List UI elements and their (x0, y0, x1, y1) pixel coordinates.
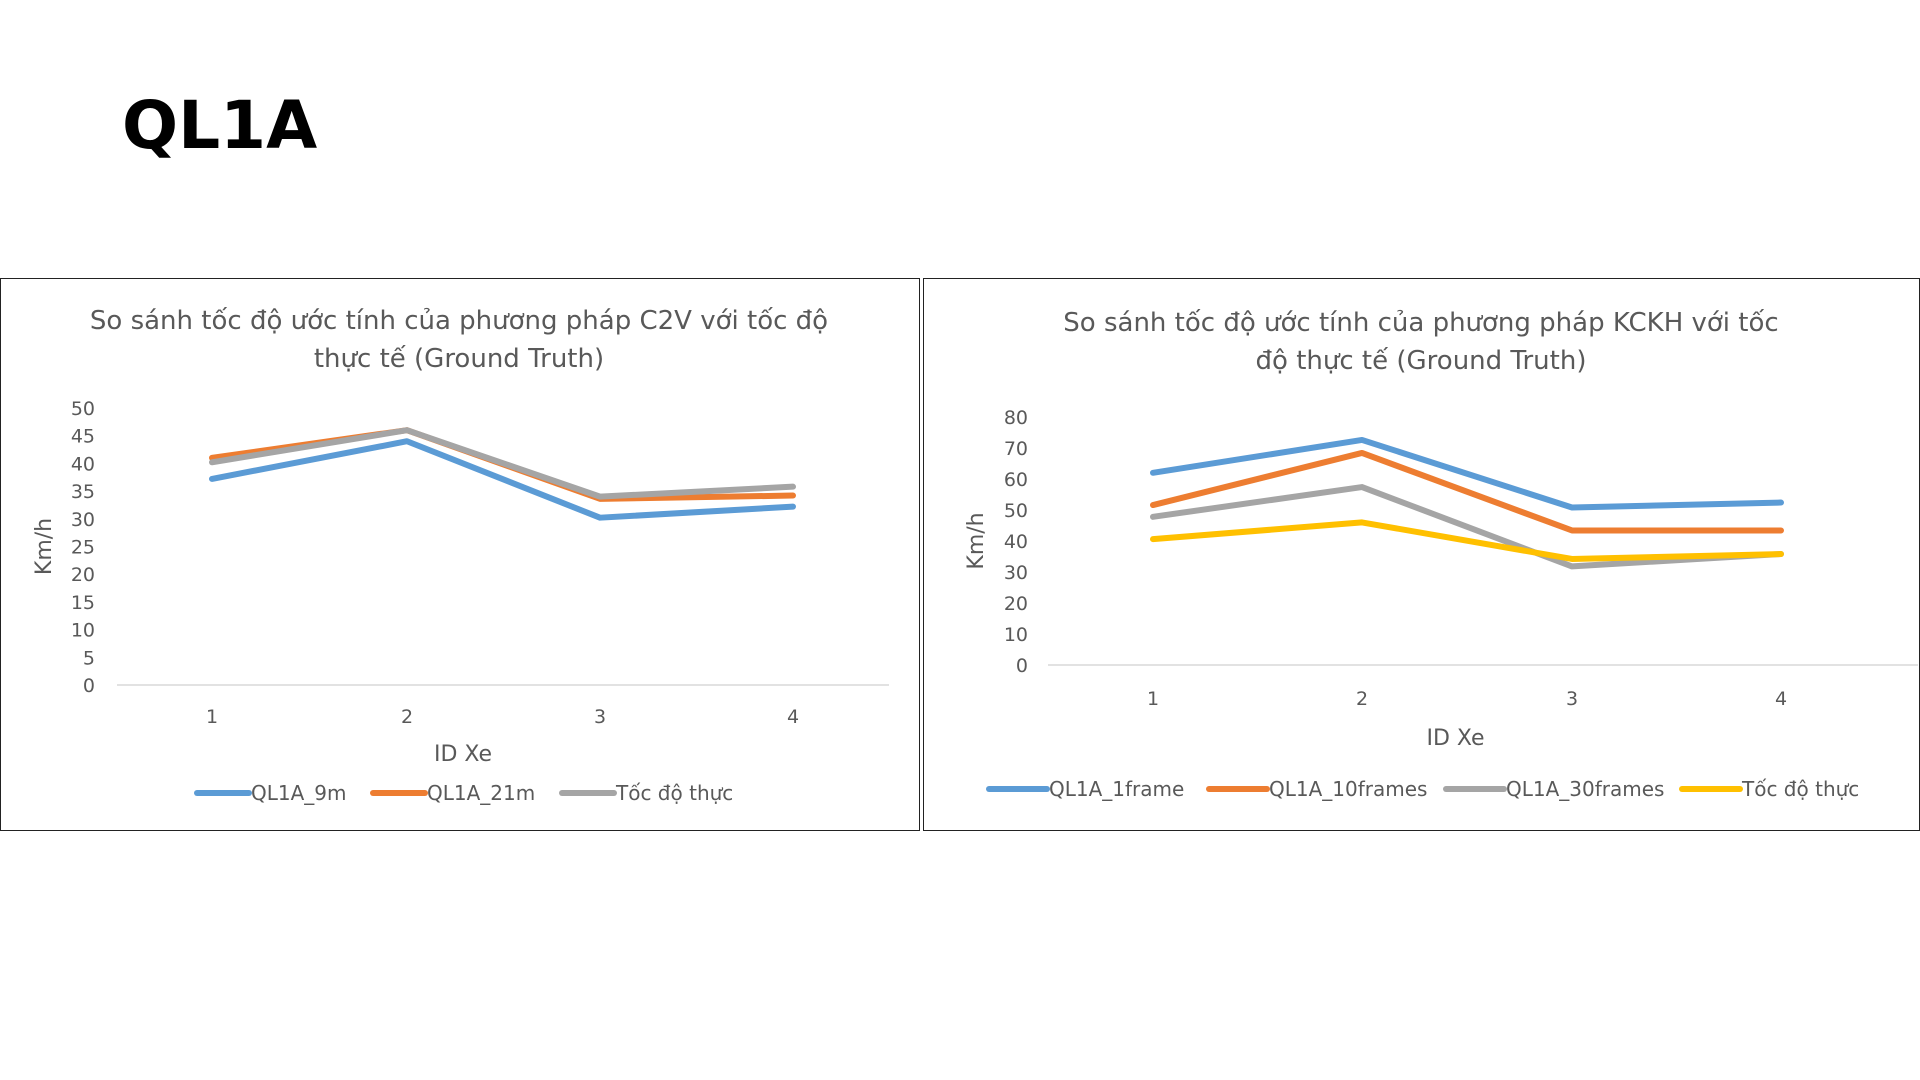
kckh-y-tick-label: 0 (1016, 655, 1028, 677)
c2v-y-axis-label: Km/h (32, 518, 57, 575)
kckh-title-line: So sánh tốc độ ước tính của phương pháp … (1063, 308, 1778, 338)
c2v-y-tick-label: 25 (71, 537, 95, 559)
kckh-series-line (1150, 484, 1784, 570)
c2v-y-tick-label: 15 (71, 592, 95, 614)
slide-title: QL1A (122, 87, 318, 164)
c2v-legend-label: QL1A_9m (251, 781, 347, 805)
c2v-y-tick-label: 0 (83, 675, 95, 697)
c2v-y-tick-label: 50 (71, 398, 95, 420)
c2v-y-tick-label: 35 (71, 481, 95, 503)
chart-kckh: So sánh tốc độ ước tính của phương pháp … (923, 278, 1920, 831)
chart-c2v-svg: So sánh tốc độ ước tính của phương pháp … (32, 306, 889, 805)
c2v-x-tick-label: 2 (401, 706, 413, 728)
kckh-x-tick-label: 3 (1566, 688, 1578, 710)
kckh-y-tick-label: 30 (1004, 562, 1028, 584)
c2v-y-tick-label: 5 (83, 647, 95, 669)
kckh-y-tick-label: 10 (1004, 624, 1028, 646)
kckh-legend-label: QL1A_10frames (1269, 777, 1427, 801)
c2v-x-tick-label: 1 (206, 706, 218, 728)
kckh-legend-label: QL1A_30frames (1506, 777, 1664, 801)
c2v-legend-label: QL1A_21m (427, 781, 535, 805)
c2v-legend-label: Tốc độ thực (615, 781, 733, 805)
kckh-legend-label: Tốc độ thực (1741, 777, 1859, 801)
kckh-title-line: độ thực tế (Ground Truth) (1256, 346, 1587, 376)
c2v-series-line (209, 427, 796, 500)
c2v-y-tick-label: 20 (71, 564, 95, 586)
c2v-x-axis-label: ID Xe (434, 742, 492, 767)
kckh-x-tick-label: 2 (1356, 688, 1368, 710)
chart-c2v: So sánh tốc độ ước tính của phương pháp … (0, 278, 920, 831)
kckh-y-tick-label: 50 (1004, 500, 1028, 522)
kckh-y-axis-label: Km/h (964, 512, 989, 569)
kckh-legend-label: QL1A_1frame (1049, 777, 1184, 801)
c2v-series-line (209, 438, 796, 521)
c2v-y-tick-label: 45 (71, 426, 95, 448)
kckh-x-tick-label: 1 (1147, 688, 1159, 710)
chart-kckh-svg: So sánh tốc độ ước tính của phương pháp … (964, 308, 1918, 801)
c2v-x-tick-label: 4 (787, 706, 799, 728)
c2v-x-tick-label: 3 (594, 706, 606, 728)
kckh-series-line (1150, 449, 1784, 534)
kckh-x-tick-label: 4 (1775, 688, 1787, 710)
kckh-y-tick-label: 40 (1004, 531, 1028, 553)
kckh-series-line (1150, 519, 1784, 562)
kckh-y-tick-label: 70 (1004, 438, 1028, 460)
kckh-y-tick-label: 60 (1004, 469, 1028, 491)
c2v-y-tick-label: 40 (71, 453, 95, 475)
c2v-title-line: So sánh tốc độ ước tính của phương pháp … (90, 306, 828, 336)
kckh-y-tick-label: 80 (1004, 407, 1028, 429)
kckh-series-line (1150, 436, 1784, 511)
c2v-y-tick-label: 10 (71, 620, 95, 642)
kckh-x-axis-label: ID Xe (1426, 726, 1484, 751)
kckh-y-tick-label: 20 (1004, 593, 1028, 615)
c2v-title-line: thực tế (Ground Truth) (314, 344, 604, 374)
c2v-y-tick-label: 30 (71, 509, 95, 531)
